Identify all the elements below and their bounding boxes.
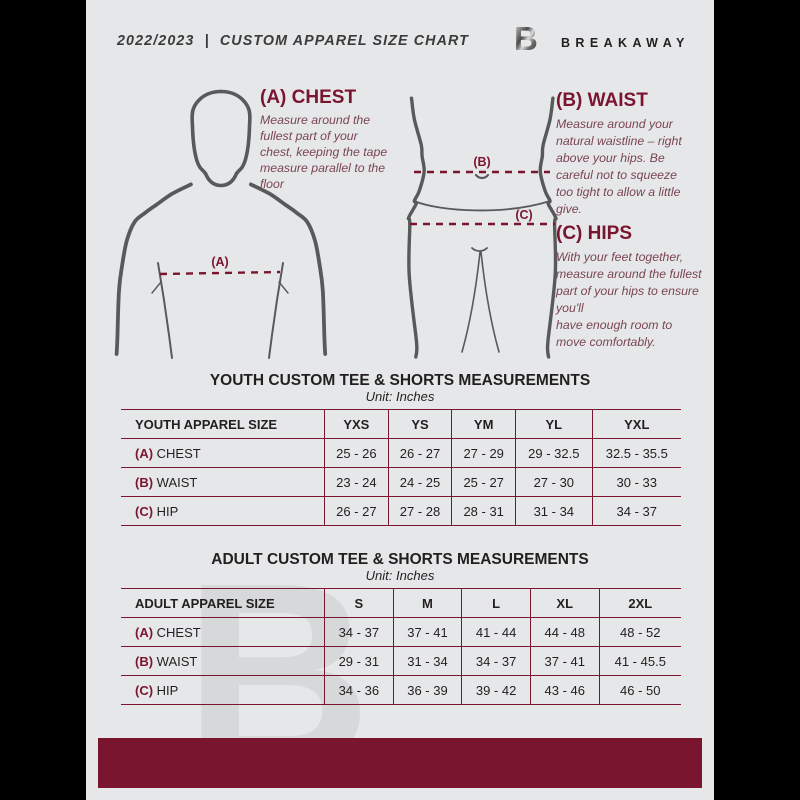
svg-text:(B): (B) [473, 155, 490, 169]
svg-text:(A): (A) [211, 255, 228, 269]
svg-text:B: B [514, 23, 538, 56]
svg-text:(C): (C) [515, 208, 532, 222]
